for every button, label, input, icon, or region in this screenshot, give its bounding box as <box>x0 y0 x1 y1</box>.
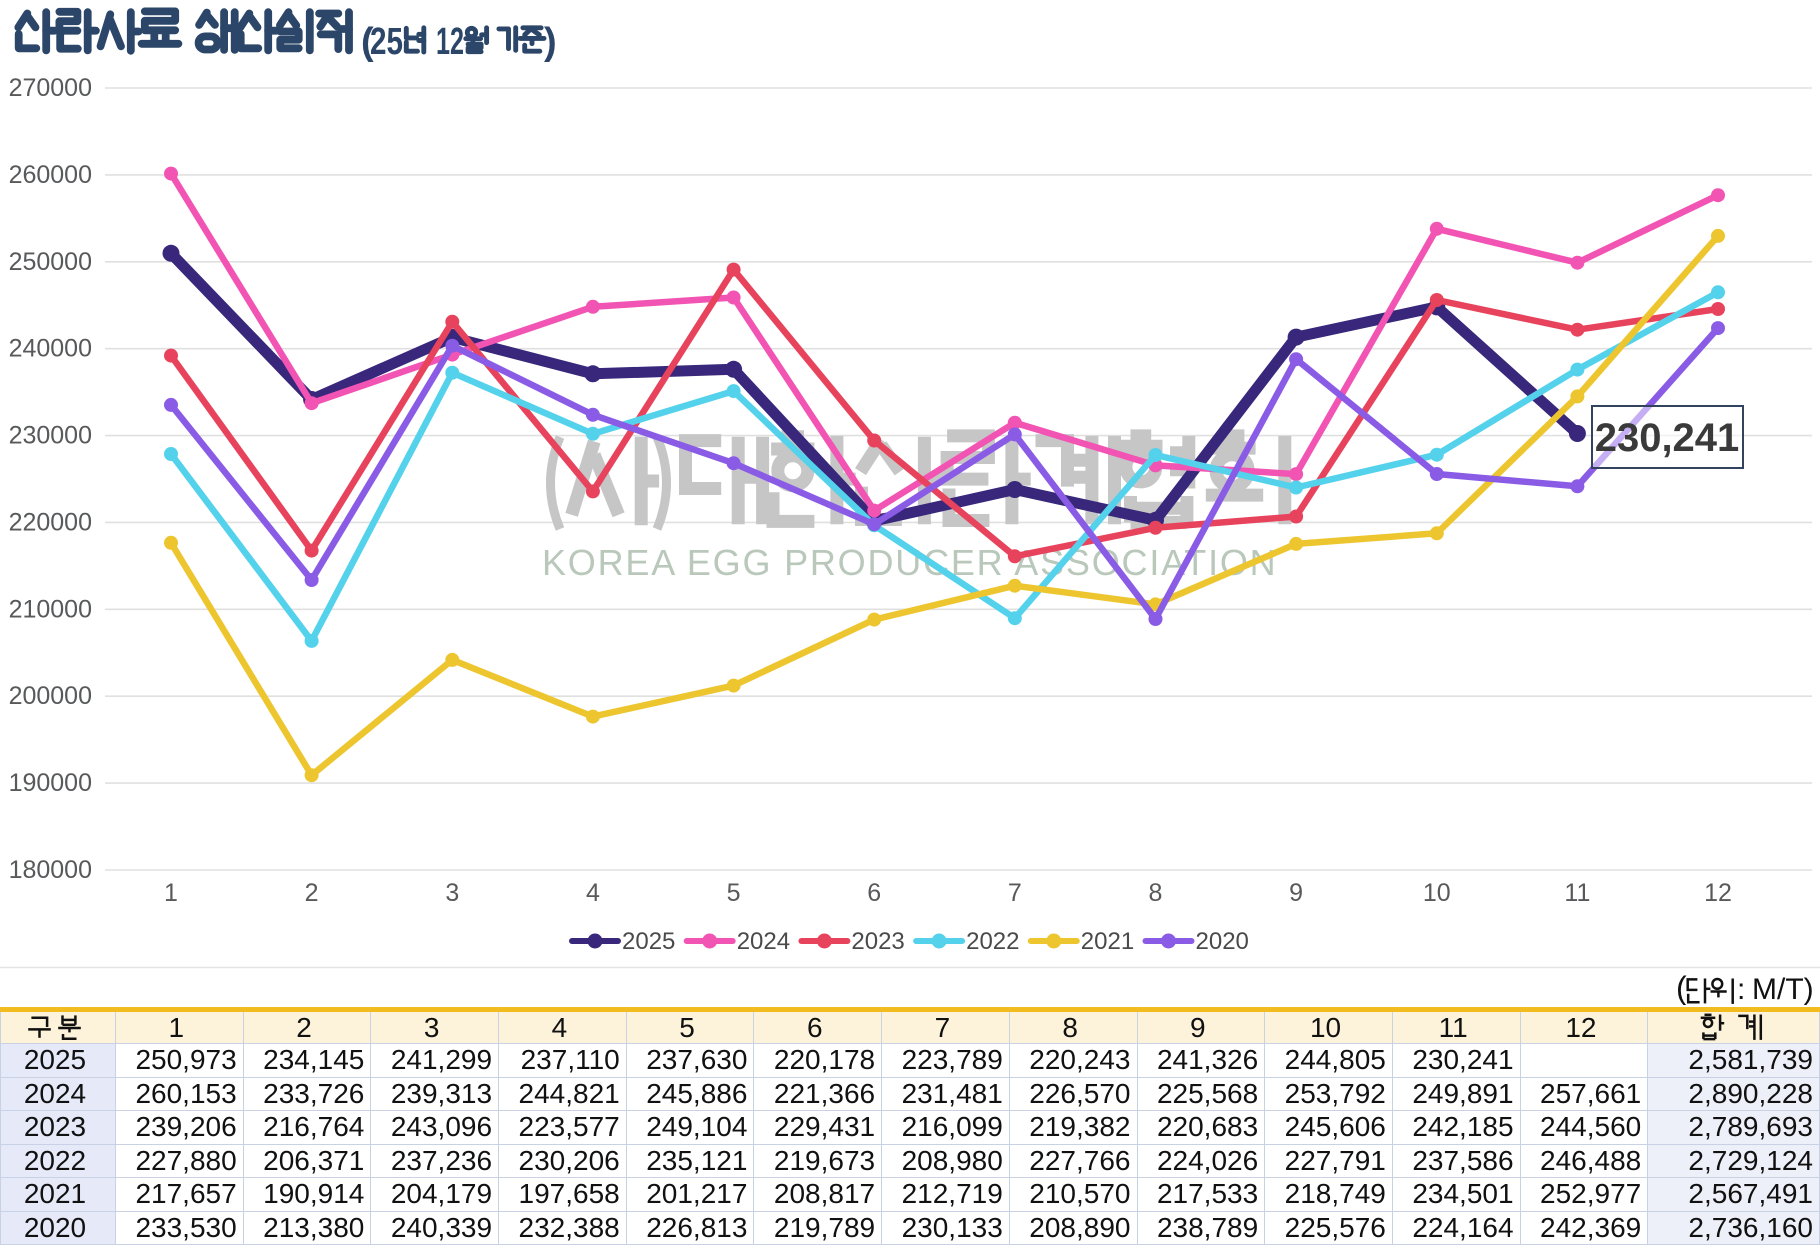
svg-text:2022: 2022 <box>966 928 1019 955</box>
svg-text:8: 8 <box>1149 879 1163 907</box>
svg-text:5: 5 <box>727 879 741 907</box>
svg-text:6: 6 <box>867 879 881 907</box>
svg-text:): ) <box>544 21 557 63</box>
svg-text:260000: 260000 <box>9 161 92 189</box>
svg-text:220000: 220000 <box>9 508 92 536</box>
svg-text:(: ( <box>361 21 374 63</box>
svg-text:190000: 190000 <box>9 769 92 797</box>
svg-text:2023: 2023 <box>851 928 904 955</box>
svg-text:180000: 180000 <box>9 856 92 884</box>
svg-text:250000: 250000 <box>9 248 92 276</box>
svg-text:230,241: 230,241 <box>1595 416 1740 460</box>
svg-text:1: 1 <box>164 879 178 907</box>
svg-text:2024: 2024 <box>737 928 790 955</box>
svg-text:25: 25 <box>370 21 403 63</box>
svg-text:10: 10 <box>1423 879 1451 907</box>
svg-text:3: 3 <box>445 879 459 907</box>
svg-text:7: 7 <box>1008 879 1022 907</box>
svg-text::: : <box>1737 973 1745 1005</box>
svg-text:4: 4 <box>586 879 600 907</box>
svg-text:M/T): M/T) <box>1752 973 1814 1005</box>
svg-text:200000: 200000 <box>9 682 92 710</box>
svg-text:2021: 2021 <box>1081 928 1134 955</box>
svg-text:230000: 230000 <box>9 422 92 450</box>
svg-text:(: ( <box>1676 970 1687 1005</box>
svg-text:12: 12 <box>1704 879 1732 907</box>
svg-text:12: 12 <box>436 21 464 63</box>
svg-text:2: 2 <box>305 879 319 907</box>
svg-text:11: 11 <box>1564 879 1590 907</box>
svg-text:2025: 2025 <box>622 928 675 955</box>
svg-text:210000: 210000 <box>9 595 92 623</box>
svg-text:9: 9 <box>1289 879 1303 907</box>
svg-text:270000: 270000 <box>9 74 92 102</box>
svg-text:2020: 2020 <box>1196 928 1249 955</box>
svg-text:240000: 240000 <box>9 335 92 363</box>
